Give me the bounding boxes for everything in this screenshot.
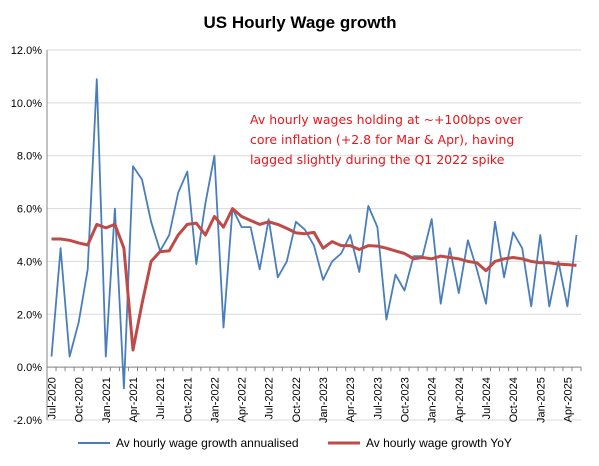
annotation-line-1: Av hourly wages holding at ~+100bps over — [250, 112, 523, 127]
chart-title: US Hourly Wage growth — [204, 13, 397, 32]
y-tick-label: -2.0% — [13, 415, 42, 427]
x-tick-label: Jul-2024 — [481, 377, 493, 419]
x-tick-label: Apr-2024 — [454, 377, 466, 422]
x-tick-label: Apr-2022 — [237, 377, 249, 422]
x-tick-label: Oct-2022 — [291, 377, 303, 422]
y-tick-label: 2.0% — [17, 309, 42, 321]
y-tick-label: 12.0% — [11, 45, 42, 57]
x-tick-label: Oct-2024 — [508, 377, 520, 422]
x-tick-label: Jan-2021 — [101, 377, 113, 423]
annotation-text: Av hourly wages holding at ~+100bps over… — [250, 112, 523, 167]
x-tick-label: Apr-2021 — [128, 377, 140, 422]
series-lines — [50, 78, 578, 390]
y-axis-ticks: -2.0% 0.0% 2.0% 4.0% 6.0% 8.0% 10.0% 12.0% — [11, 45, 42, 427]
x-tick-label: Oct-2020 — [74, 377, 86, 422]
x-tick-label: Jan-2022 — [209, 377, 221, 423]
x-tick-label: Jan-2023 — [318, 377, 330, 423]
x-tick-label: Apr-2025 — [562, 377, 574, 422]
x-tick-label: Jul-2023 — [372, 377, 384, 419]
y-tick-label: 0.0% — [17, 362, 42, 374]
legend: Av hourly wage growth annualised Av hour… — [78, 436, 512, 450]
y-tick-label: 6.0% — [17, 204, 42, 216]
legend-label-annualised: Av hourly wage growth annualised — [116, 436, 299, 450]
x-tick-label: Apr-2023 — [345, 377, 357, 422]
annotation-line-2: core inflation (+2.8 for Mar & Apr), hav… — [250, 132, 514, 147]
series-line-yoy — [51, 207, 577, 352]
x-tick-label: Jan-2025 — [535, 377, 547, 423]
y-tick-label: 8.0% — [17, 151, 42, 163]
x-tick-label: Jan-2024 — [427, 377, 439, 423]
x-axis-ticks: Jul-2020 Oct-2020 Jan-2021 Apr-2021 Jul-2021… — [46, 367, 582, 423]
x-tick-label: Jul-2021 — [155, 377, 167, 419]
x-tick-label: Oct-2023 — [400, 377, 412, 422]
x-tick-label: Jul-2022 — [264, 377, 276, 419]
y-tick-label: 4.0% — [17, 256, 42, 268]
x-tick-label: Jul-2020 — [47, 377, 59, 419]
x-tick-label: Oct-2021 — [182, 377, 194, 422]
gridlines — [46, 49, 581, 421]
legend-label-yoy: Av hourly wage growth YoY — [366, 436, 512, 450]
annotation-line-3: lagged slightly during the Q1 2022 spike — [250, 152, 505, 167]
y-tick-label: 10.0% — [11, 98, 42, 110]
series-line-annualised — [50, 78, 578, 390]
